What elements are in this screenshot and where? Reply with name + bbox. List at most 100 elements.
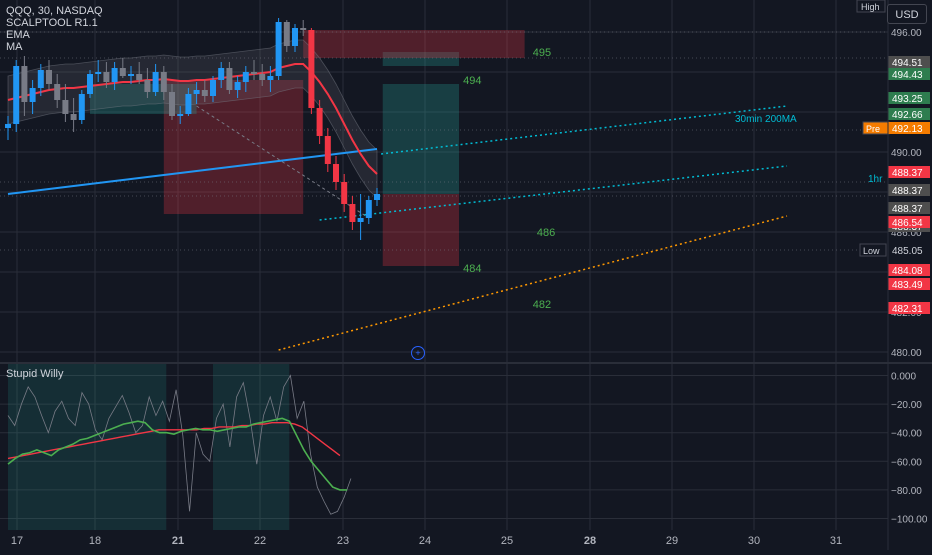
price-tag: 488.37 xyxy=(892,186,923,197)
price-tag-box xyxy=(888,166,930,178)
candle-body xyxy=(341,182,348,204)
candle-body xyxy=(103,72,110,82)
x-tick-label: 30 xyxy=(748,535,760,547)
candle-body xyxy=(160,72,167,92)
price-tag-prefix: Pre xyxy=(866,124,880,134)
candle-body xyxy=(267,76,274,80)
price-tag: 492.66 xyxy=(892,110,923,121)
price-tag-label-box xyxy=(856,0,886,13)
candle-body xyxy=(111,68,118,82)
x-tick-label: 22 xyxy=(254,535,266,547)
candle-body xyxy=(283,22,290,46)
price-tick-label: 486.00 xyxy=(891,228,922,239)
candle-body xyxy=(275,22,282,76)
trend-line-label: 30min 200MA xyxy=(735,114,797,125)
price-tag-box xyxy=(888,244,930,256)
price-tag-label: High xyxy=(861,2,880,12)
x-tick-label: 17 xyxy=(11,535,23,547)
x-tick-label: 25 xyxy=(501,535,513,547)
price-tag: 492.13 xyxy=(892,124,923,135)
price-tag-box xyxy=(888,92,930,104)
price-tag-box xyxy=(888,278,930,290)
candle-body xyxy=(300,28,307,30)
indicator-ma[interactable]: MA xyxy=(6,41,23,53)
candle-body xyxy=(308,30,315,108)
candle-body xyxy=(29,88,36,102)
candle-body xyxy=(349,204,356,222)
price-tag: 484.08 xyxy=(892,266,923,277)
candle-body xyxy=(136,74,143,80)
candle-body xyxy=(193,90,200,94)
indicator-ema[interactable]: EMA xyxy=(6,29,30,41)
candle-body xyxy=(78,94,85,120)
price-tag: 485.05 xyxy=(892,246,923,257)
level-label: 482 xyxy=(533,299,551,311)
add-plus-icon[interactable]: + xyxy=(411,346,425,360)
trend-line xyxy=(381,105,788,155)
price-tag-box xyxy=(888,184,930,196)
candle-body xyxy=(37,70,44,88)
candle-body xyxy=(144,80,151,92)
candle-body xyxy=(87,74,93,94)
price-tag-box xyxy=(888,202,930,214)
candle-body xyxy=(242,72,249,82)
candle-body xyxy=(201,90,208,96)
price-tag: 494.43 xyxy=(892,70,923,81)
level-label: 495 xyxy=(533,47,551,59)
candle-body xyxy=(152,72,159,92)
price-tag-prefix: Low xyxy=(863,246,880,256)
trend-line-label: 1hr xyxy=(868,174,883,185)
price-tag-box xyxy=(888,216,930,228)
candle-body xyxy=(324,136,331,164)
candle-body xyxy=(13,66,20,124)
candle-body xyxy=(357,218,364,222)
candle-body xyxy=(70,114,77,120)
price-tag: 483.49 xyxy=(892,280,923,291)
x-tick-label: 23 xyxy=(337,535,349,547)
candle-body xyxy=(210,80,216,96)
price-tick-label: 480.00 xyxy=(891,348,922,359)
price-tag-box xyxy=(888,122,930,134)
level-label: 486 xyxy=(537,227,555,239)
candle-body xyxy=(177,114,184,116)
oscillator-title[interactable]: Stupid Willy xyxy=(6,368,64,380)
candle-body xyxy=(128,74,134,76)
x-tick-label: 29 xyxy=(666,535,678,547)
level-label: 484 xyxy=(463,263,481,275)
price-tick-label: 496.00 xyxy=(891,28,922,39)
candle-body xyxy=(62,100,69,114)
symbol-line[interactable]: QQQ, 30, NASDAQ xyxy=(6,5,103,17)
price-tag: 482.31 xyxy=(892,304,923,315)
candle-body xyxy=(259,74,266,80)
price-tag: 488.37 xyxy=(892,168,923,179)
candle-body xyxy=(218,68,225,80)
osc-tick-label: −100.00 xyxy=(891,515,928,526)
candle-body xyxy=(316,108,323,136)
candle-body xyxy=(333,164,339,182)
price-tag-box xyxy=(888,56,930,68)
price-tag: 494.51 xyxy=(892,58,923,69)
x-tick-label: 18 xyxy=(89,535,101,547)
chart-legend: QQQ, 30, NASDAQ SCALPTOOL R1.1 EMA MA xyxy=(6,5,103,53)
candle-body xyxy=(46,70,52,84)
zone-target xyxy=(382,84,459,194)
indicator-scalptool[interactable]: SCALPTOOL R1.1 xyxy=(6,17,98,29)
price-tick-label: 490.00 xyxy=(891,148,922,159)
osc-tick-label: −60.00 xyxy=(891,457,922,468)
osc-shaded-span xyxy=(8,364,167,530)
osc-tick-label: 0.000 xyxy=(891,371,916,382)
osc-tick-label: −80.00 xyxy=(891,486,922,497)
x-tick-label: 28 xyxy=(584,535,596,547)
price-tag-box xyxy=(888,68,930,80)
candle-body xyxy=(226,68,233,90)
level-label: 494 xyxy=(463,75,481,87)
currency-button[interactable]: USD xyxy=(887,4,927,24)
candle-body xyxy=(169,92,175,116)
trend-line xyxy=(319,165,788,221)
osc-shaded-span xyxy=(213,364,290,530)
price-tag-prefix-box xyxy=(859,243,887,257)
candle-body xyxy=(185,94,192,114)
candle-body xyxy=(251,72,257,74)
